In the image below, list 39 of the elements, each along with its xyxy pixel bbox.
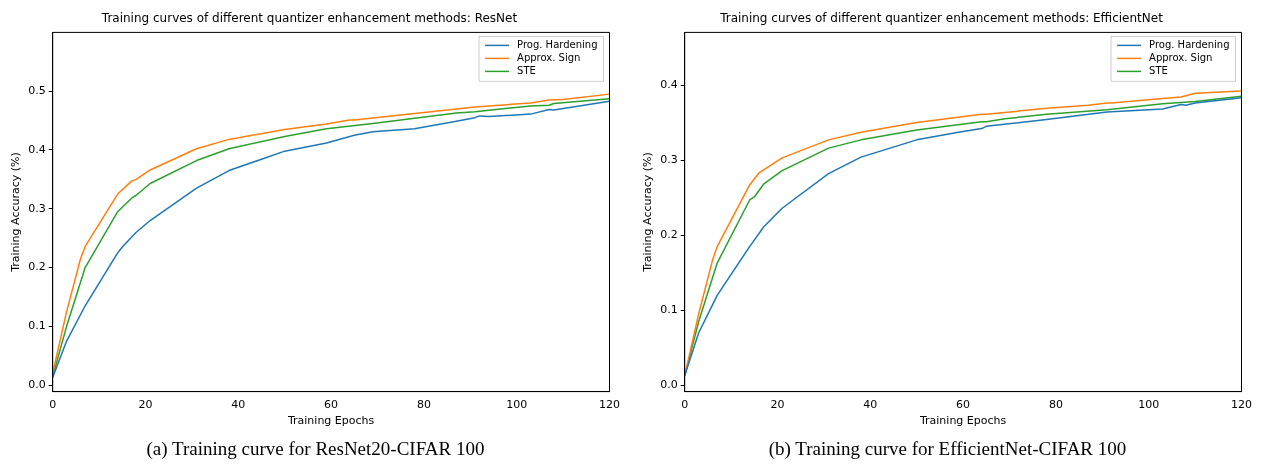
chart-title: Training curves of different quantizer enhancement methods: EfficientNet <box>719 11 1164 26</box>
x-tick-label: 120 <box>1231 398 1252 412</box>
x-tick-label: 0 <box>681 398 689 412</box>
y-tick-label: 0.0 <box>28 377 46 391</box>
x-axis-title: Training Epochs <box>286 414 375 428</box>
x-tick-label: 0 <box>49 398 57 412</box>
x-tick-label: 120 <box>599 398 620 412</box>
y-tick-label: 0.4 <box>660 77 678 91</box>
y-tick-label: 0.1 <box>660 303 678 317</box>
legend-label: Prog. Hardening <box>1149 38 1230 50</box>
x-tick-label: 40 <box>863 398 878 412</box>
x-axis-title: Training Epochs <box>918 414 1007 428</box>
y-tick-label: 0.2 <box>660 228 678 242</box>
x-tick-label: 40 <box>231 398 246 412</box>
y-tick-label: 0.5 <box>28 84 46 98</box>
x-tick-label: 60 <box>324 398 339 412</box>
y-tick-label: 0.3 <box>660 153 678 167</box>
y-tick-label: 0.0 <box>660 378 678 392</box>
x-tick-label: 80 <box>1048 398 1063 412</box>
y-tick-label: 0.2 <box>28 260 46 274</box>
x-tick-label: 60 <box>956 398 971 412</box>
legend-label: STE <box>517 64 536 76</box>
y-tick-label: 0.4 <box>28 142 46 156</box>
y-axis-title: Training Accuracy (%) <box>9 152 23 273</box>
x-tick-label: 20 <box>138 398 153 412</box>
y-tick-label: 0.3 <box>28 201 46 215</box>
x-tick-label: 100 <box>1138 398 1160 412</box>
legend-label: Prog. Hardening <box>517 38 598 50</box>
x-tick-label: 80 <box>416 398 431 412</box>
x-tick-label: 100 <box>506 398 528 412</box>
text: (a) Training curve for ResNet20-CIFAR 100 <box>145 438 486 460</box>
legend-label: STE <box>1149 64 1168 76</box>
legend-label: Approx. Sign <box>1149 51 1213 63</box>
y-axis-title: Training Accuracy (%) <box>641 152 655 273</box>
y-tick-label: 0.1 <box>28 319 46 333</box>
text: (b) Training curve for EfficientNet-CIFAR 100 <box>767 438 1128 460</box>
x-tick-label: 20 <box>770 398 785 412</box>
legend-label: Approx. Sign <box>517 51 581 63</box>
chart-title: Training curves of different quantizer enhancement methods: ResNet <box>100 11 518 26</box>
